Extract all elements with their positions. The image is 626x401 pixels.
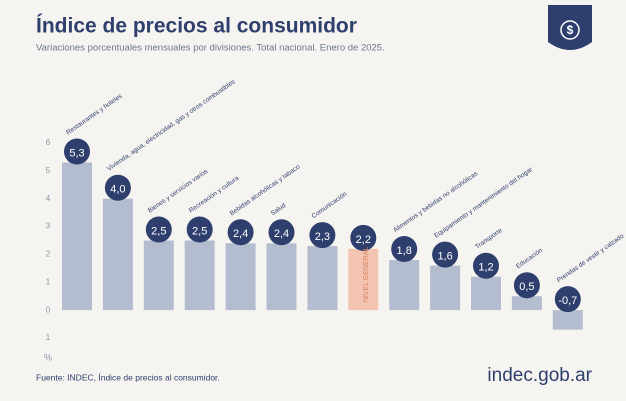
y-tick-label: 4 (46, 194, 51, 203)
y-tick-label: 0 (46, 305, 51, 314)
value-label: 2,4 (233, 228, 248, 240)
y-tick-label: 3 (46, 222, 51, 231)
badge: $ (548, 5, 592, 50)
value-bubble (513, 272, 540, 299)
y-tick-label: 1 (46, 277, 51, 286)
value-bubble (186, 216, 213, 243)
value-bubble (350, 224, 377, 251)
bar (266, 243, 297, 311)
bar (552, 310, 583, 330)
value-bubble (64, 138, 90, 165)
value-label: 1,6 (437, 250, 452, 262)
svg-text:$: $ (567, 23, 574, 37)
value-label: 2,2 (356, 234, 371, 246)
bar (471, 276, 501, 311)
x-tick-label: NIVEL GENERAL (363, 247, 370, 302)
bar (143, 240, 174, 311)
value-label: 5,3 (69, 147, 84, 159)
source: Fuente: INDEC, Índice de precios al cons… (36, 372, 220, 382)
y-unit: % (44, 352, 52, 362)
value-label: 2,5 (151, 225, 166, 237)
logo: indec.gob.ar (487, 365, 592, 386)
value-bubble (432, 241, 459, 268)
y-tick-label: 5 (46, 166, 51, 175)
value-label: -0,7 (558, 295, 577, 307)
value-label: 2,5 (192, 225, 207, 237)
y-tick-label: 6 (46, 138, 51, 147)
y-tick-label: 2 (46, 250, 51, 259)
bar (511, 296, 542, 311)
value-label: 0,5 (519, 281, 534, 293)
bar (307, 246, 338, 311)
value-bubble (104, 174, 131, 201)
value-bubble (309, 222, 336, 249)
value-bubble (145, 216, 172, 243)
bar (348, 248, 379, 311)
value-bubble (268, 219, 295, 246)
value-label: 4,0 (110, 184, 125, 196)
bar (102, 198, 133, 311)
value-bubble (554, 286, 581, 313)
chart-title: Índice de precios al consumidor (36, 15, 357, 38)
value-label: 2,4 (274, 228, 289, 240)
value-label: 1,8 (397, 245, 412, 257)
bar (430, 265, 461, 311)
chart-subtitle: Variaciones porcentuales mensuales por d… (36, 43, 385, 54)
bar (62, 162, 92, 311)
bar (225, 243, 256, 311)
value-bubble (473, 252, 499, 279)
y-tick-label: 1 (46, 333, 51, 342)
value-label: 2,3 (315, 231, 330, 243)
value-bubble (391, 236, 418, 262)
value-label: 1,2 (478, 262, 493, 274)
value-bubble (227, 219, 254, 246)
bar (184, 240, 215, 311)
bar (389, 260, 420, 311)
